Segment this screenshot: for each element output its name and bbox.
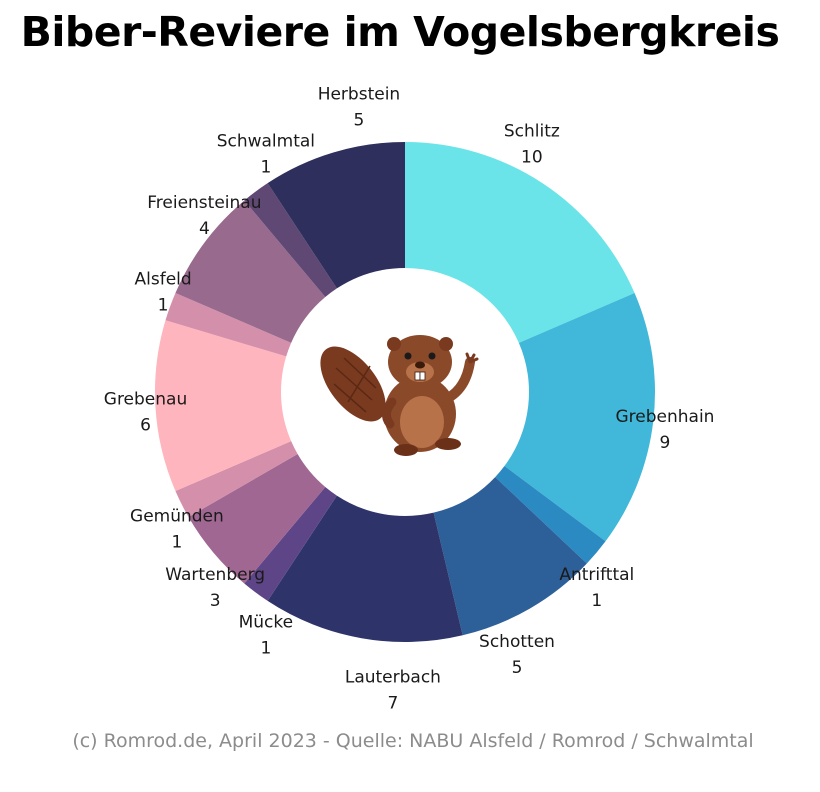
value-grebenhain: 9 — [660, 433, 671, 453]
label-freiensteinau: Freiensteinau — [147, 193, 261, 213]
value-wartenberg: 3 — [210, 591, 221, 611]
label-grebenau: Grebenau — [104, 389, 187, 409]
label-schwalmtal: Schwalmtal — [217, 131, 315, 151]
beaver-icon — [320, 335, 479, 456]
value-mucke: 1 — [260, 639, 271, 659]
slice-antrifttal — [495, 466, 606, 564]
slice-schotten — [433, 477, 587, 636]
label-schlitz: Schlitz — [504, 121, 560, 141]
value-lauterbach: 7 — [387, 693, 398, 713]
slice-labels: Schlitz 10 Grebenhain 9 Antrifttal 1 Schotten 5… — [104, 85, 715, 714]
label-alsfeld: Alsfeld — [135, 269, 192, 289]
slice-lauterbach — [267, 495, 463, 643]
value-herbstein: 5 — [354, 111, 365, 131]
value-antrifttal: 1 — [591, 591, 602, 611]
label-mucke: Mücke — [239, 613, 294, 633]
slice-wartenberg — [188, 454, 326, 584]
slice-freiensteinau — [175, 200, 326, 343]
slice-schwalmtal — [244, 183, 337, 298]
label-grebenhain: Grebenhain — [615, 407, 714, 427]
value-freiensteinau: 4 — [199, 219, 210, 239]
slice-alsfeld — [165, 292, 292, 357]
slice-grebenhain — [504, 292, 655, 542]
slice-gemunden — [175, 441, 298, 517]
donut-slices — [154, 142, 655, 643]
label-wartenberg: Wartenberg — [165, 565, 265, 585]
slice-grebenau — [154, 320, 292, 492]
label-gemunden: Gemünden — [130, 507, 224, 527]
source-footer: (c) Romrod.de, April 2023 - Quelle: NABU… — [72, 730, 754, 752]
value-schlitz: 10 — [521, 147, 543, 167]
label-antrifttal: Antrifttal — [559, 565, 634, 585]
slice-herbstein — [267, 142, 405, 289]
label-lauterbach: Lauterbach — [345, 667, 441, 687]
value-schotten: 5 — [512, 658, 523, 678]
slice-schlitz — [405, 142, 635, 343]
value-grebenau: 6 — [140, 415, 151, 435]
value-alsfeld: 1 — [158, 295, 169, 315]
label-schotten: Schotten — [479, 632, 555, 652]
slice-mucke — [244, 486, 337, 601]
chart-title: Biber-Reviere im Vogelsbergkreis — [20, 8, 780, 56]
value-schwalmtal: 1 — [260, 157, 271, 177]
label-herbstein: Herbstein — [318, 85, 401, 105]
value-gemunden: 1 — [171, 533, 182, 553]
